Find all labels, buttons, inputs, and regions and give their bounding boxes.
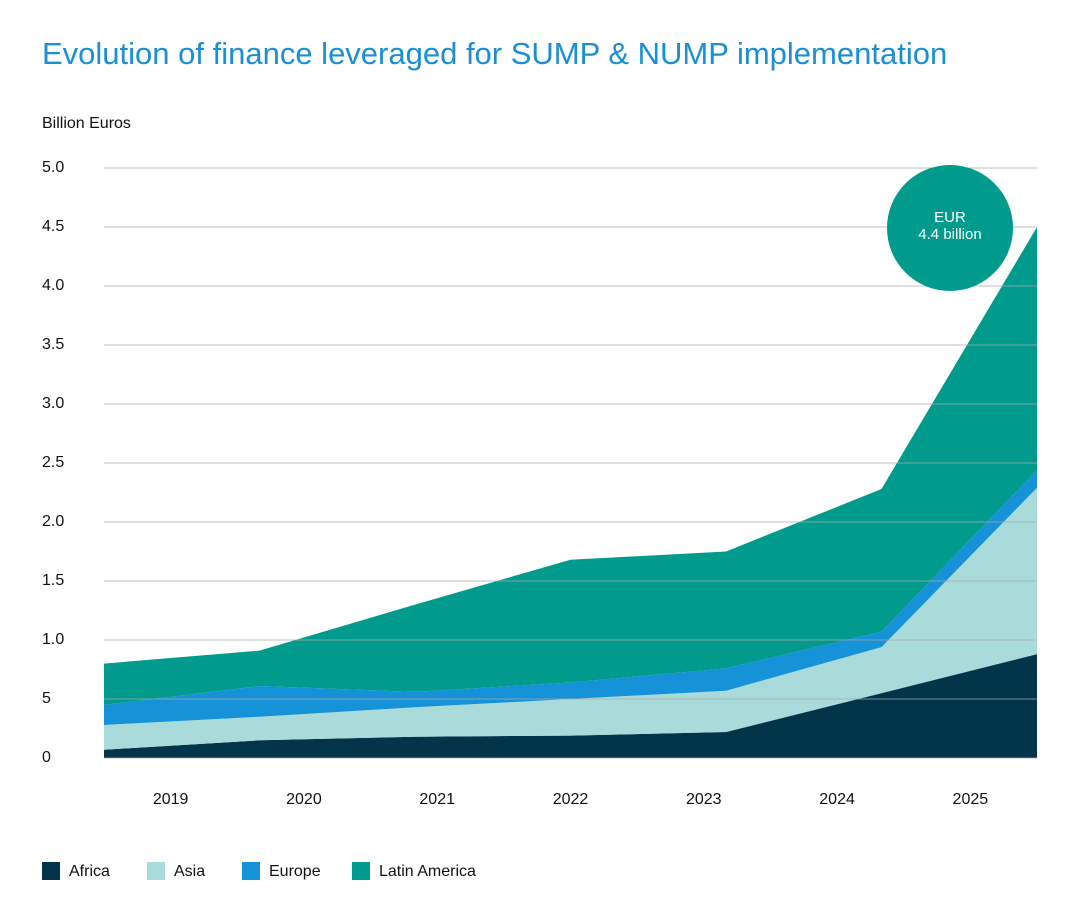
y-tick-label: 2.5 bbox=[42, 454, 64, 471]
legend-label: Africa bbox=[69, 863, 110, 880]
y-axis-label: Billion Euros bbox=[42, 115, 131, 132]
legend-swatch bbox=[147, 862, 165, 880]
x-tick-label: 2020 bbox=[286, 791, 322, 808]
y-tick-label: 3.0 bbox=[42, 395, 64, 412]
legend-swatch bbox=[42, 862, 60, 880]
x-tick-label: 2019 bbox=[153, 791, 189, 808]
area bbox=[104, 654, 1037, 758]
legend-label: Latin America bbox=[379, 863, 476, 880]
annotation-circle bbox=[887, 165, 1013, 291]
y-tick-label: 0 bbox=[42, 749, 51, 766]
area bbox=[104, 470, 1037, 725]
y-tick-label: 5.0 bbox=[42, 159, 64, 176]
legend-swatch bbox=[352, 862, 370, 880]
y-tick-label: 1.0 bbox=[42, 631, 64, 648]
y-tick-label: 5 bbox=[42, 690, 51, 707]
y-tick-label: 3.5 bbox=[42, 336, 64, 353]
legend-label: Asia bbox=[174, 863, 205, 880]
legend-label: Europe bbox=[269, 863, 321, 880]
y-tick-label: 1.5 bbox=[42, 572, 64, 589]
annotation-text: EUR bbox=[934, 209, 966, 226]
y-tick-label: 2.0 bbox=[42, 513, 64, 530]
x-tick-label: 2025 bbox=[953, 791, 989, 808]
annotation-text: 4.4 billion bbox=[918, 226, 981, 243]
legend-swatch bbox=[242, 862, 260, 880]
x-tick-label: 2022 bbox=[553, 791, 589, 808]
x-tick-label: 2021 bbox=[419, 791, 455, 808]
area bbox=[104, 227, 1037, 705]
area bbox=[104, 487, 1037, 750]
x-tick-label: 2024 bbox=[819, 791, 855, 808]
chart-title: Evolution of finance leveraged for SUMP … bbox=[42, 36, 947, 71]
x-tick-label: 2023 bbox=[686, 791, 722, 808]
y-tick-label: 4.5 bbox=[42, 218, 64, 235]
y-tick-label: 4.0 bbox=[42, 277, 64, 294]
